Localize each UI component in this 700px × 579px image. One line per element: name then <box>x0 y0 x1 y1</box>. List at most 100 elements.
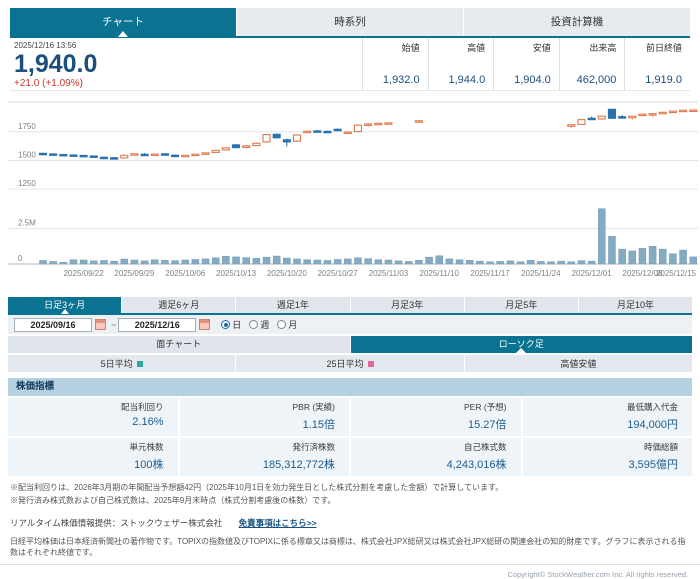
metric-value: 1.15倍 <box>302 419 335 431</box>
stat-value: 1,944.0 <box>448 74 486 86</box>
disclaimer-link[interactable]: 免責事項はこちら>> <box>238 518 317 529</box>
stat-low: 安値 1,904.0 <box>493 38 559 90</box>
metric-min-purchase: 最低購入代金 194,000円 <box>522 398 692 436</box>
chart-type-tab-strip: 面チャート ローソク足 <box>8 336 692 353</box>
date-to-input[interactable] <box>118 317 197 332</box>
radio-label: 週 <box>260 320 270 330</box>
period-tab-strip: 日足3ヶ月 週足6ヶ月 週足1年 月足3年 月足5年 月足10年 <box>8 297 693 315</box>
metric-label: 時価総額 <box>643 442 678 452</box>
stat-label: 出来高 <box>589 43 617 53</box>
metric-value: 194,000円 <box>627 419 678 431</box>
svg-text:2025/12/01: 2025/12/01 <box>572 269 613 278</box>
ma25-color-swatch <box>367 360 374 367</box>
metric-label: 自己株式数 <box>463 442 507 452</box>
chart-type-area[interactable]: 面チャート <box>8 336 351 353</box>
period-tab-weekly-6m[interactable]: 週足6ヶ月 <box>122 297 237 313</box>
svg-text:1750: 1750 <box>18 122 36 131</box>
main-tab-strip: チャート 時系列 投資計算機 <box>10 8 690 38</box>
indicators-section-title: 株価指標 <box>8 378 692 396</box>
period-tab-monthly-5y[interactable]: 月足5年 <box>464 297 579 313</box>
quote-info-row: 2025/12/16 13:56 1,940.0 +21.0 (+1.09%) … <box>10 38 690 91</box>
metric-value: 2.16% <box>132 416 164 428</box>
stock-detail-page: チャート 時系列 投資計算機 2025/12/16 13:56 1,940.0 … <box>0 8 700 579</box>
stat-value: 462,000 <box>576 74 617 86</box>
metric-pbr: PBR (実績) 1.15倍 <box>179 398 349 436</box>
overlay-ma25[interactable]: 25日平均 <box>236 355 465 372</box>
metric-per: PER (予想) 15.27倍 <box>351 398 521 436</box>
svg-text:2025/11/24: 2025/11/24 <box>521 269 561 278</box>
candlestick-volume-chart: 1750 1500 1250 2.5M 0 2025/09/22 2025/09/29 202… <box>8 101 698 281</box>
radio-label: 月 <box>288 320 298 330</box>
overlay-toggle-row: 5日平均 25日平均 高値安値 <box>8 355 692 372</box>
price-change: +21.0 (+1.09%) <box>14 78 83 90</box>
footnote-line: ※配当利回りは、2026年3月期の年間配当予想額42円（2025年10月1日を効… <box>10 483 504 492</box>
stat-open: 始値 1,932.0 <box>362 38 428 90</box>
svg-text:2025/10/20: 2025/10/20 <box>267 269 308 278</box>
date-range-separator: ~ <box>111 319 117 330</box>
tab-investment-calculator[interactable]: 投資計算機 <box>464 8 690 36</box>
svg-text:1250: 1250 <box>18 179 36 188</box>
overlay-label: 25日平均 <box>326 359 364 369</box>
metric-label: 最低購入代金 <box>626 402 678 412</box>
svg-text:2025/11/03: 2025/11/03 <box>369 269 409 278</box>
radio-dot-icon <box>221 320 231 329</box>
radio-monthly[interactable]: 月 <box>277 318 297 331</box>
metric-unit-shares: 単元株数 100株 <box>8 438 178 476</box>
period-tab-weekly-1y[interactable]: 週足1年 <box>236 297 351 313</box>
overlay-label: 5日平均 <box>100 359 133 369</box>
tab-time-series[interactable]: 時系列 <box>237 8 464 36</box>
stat-label: 始値 <box>401 43 420 53</box>
stat-label: 安値 <box>532 43 551 53</box>
stat-high: 高値 1,944.0 <box>427 38 494 90</box>
provider-line: リアルタイム株価情報提供：ストックウェザー株式会社 免責事項はこちら>> <box>10 517 690 529</box>
radio-daily[interactable]: 日 <box>221 318 241 331</box>
metric-market-cap: 時価総額 3,595億円 <box>522 438 692 476</box>
stat-label: 高値 <box>467 43 486 53</box>
metric-value: 15.27倍 <box>467 419 507 431</box>
date-from-input[interactable] <box>14 317 92 332</box>
quote-summary: 2025/12/16 13:56 1,940.0 +21.0 (+1.09%) <box>10 38 362 90</box>
period-tab-daily-3m[interactable]: 日足3ヶ月 <box>8 297 123 313</box>
radio-weekly[interactable]: 週 <box>249 318 269 331</box>
radio-dot-icon <box>277 320 287 329</box>
radio-dot-icon <box>249 320 259 329</box>
calendar-icon[interactable] <box>95 319 106 330</box>
current-price: 1,940.0 <box>14 50 98 78</box>
radio-label: 日 <box>232 320 242 330</box>
indicators-row-1: 配当利回り 2.16% PBR (実績) 1.15倍 PER (予想) 15.2… <box>8 398 692 436</box>
date-range-row: ~ 日 週 月 <box>8 315 692 334</box>
quote-timestamp: 2025/12/16 13:56 <box>14 41 77 50</box>
overlay-high-low[interactable]: 高値安値 <box>464 355 692 372</box>
metric-label: 発行済株数 <box>292 442 335 452</box>
stat-volume: 出来高 462,000 <box>558 38 625 90</box>
ma5-color-swatch <box>136 360 143 367</box>
svg-text:2025/12/08: 2025/12/08 <box>622 269 663 278</box>
stat-value: 1,932.0 <box>382 74 420 86</box>
quote-stats-table: 始値 1,932.0 高値 1,944.0 安値 1,904.0 出来高 462… <box>362 38 690 90</box>
svg-text:1500: 1500 <box>18 150 36 159</box>
overlay-ma5[interactable]: 5日平均 <box>8 355 237 372</box>
metric-treasury-shares: 自己株式数 4,243,016株 <box>351 438 521 476</box>
copyright-text: Copyright© StockWeather.com Inc. All rig… <box>507 570 688 579</box>
metric-value: 3,595億円 <box>628 459 678 471</box>
overlay-label: 高値安値 <box>560 359 597 369</box>
footer-divider <box>0 564 700 566</box>
stat-label: 前日終値 <box>645 43 682 53</box>
footnotes: ※配当利回りは、2026年3月期の年間配当予想額42円（2025年10月1日を効… <box>10 481 690 507</box>
interval-radio-group: 日 週 月 <box>221 318 305 331</box>
period-tab-monthly-3y[interactable]: 月足3年 <box>350 297 465 313</box>
stat-value: 1,919.0 <box>645 74 682 86</box>
svg-text:2025/12/15: 2025/12/15 <box>656 269 697 278</box>
tab-chart[interactable]: チャート <box>10 8 237 36</box>
metric-label: PER (予想) <box>463 402 507 412</box>
svg-text:2025/11/10: 2025/11/10 <box>420 269 460 278</box>
chart-type-candlestick[interactable]: ローソク足 <box>350 336 692 353</box>
svg-text:0: 0 <box>18 254 23 263</box>
period-tab-monthly-10y[interactable]: 月足10年 <box>578 297 693 313</box>
metric-shares-issued: 発行済株数 185,312,772株 <box>179 438 349 476</box>
metric-dividend-yield: 配当利回り 2.16% <box>8 398 178 436</box>
svg-text:2025/09/22: 2025/09/22 <box>64 269 105 278</box>
svg-text:2025/11/17: 2025/11/17 <box>470 269 510 278</box>
calendar-icon[interactable] <box>199 319 211 330</box>
metric-value: 4,243,016株 <box>446 459 507 471</box>
